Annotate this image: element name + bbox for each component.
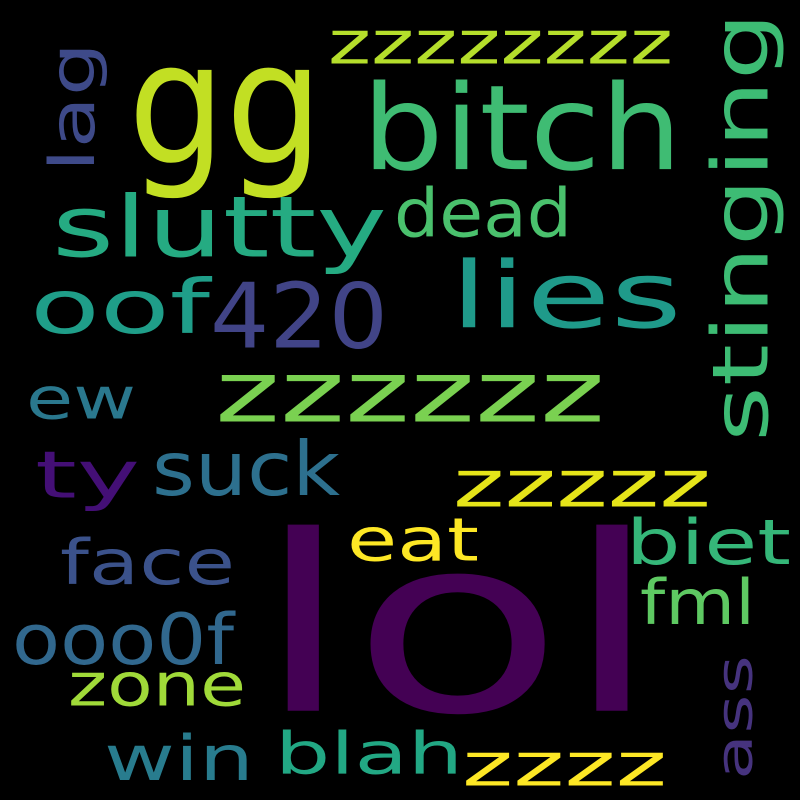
word-zzzzz: zzzzz bbox=[453, 446, 711, 523]
word-face: face bbox=[60, 526, 235, 599]
word-gg: gg bbox=[128, 4, 323, 204]
word-zzzzzz: zzzzzz bbox=[215, 342, 605, 442]
word-blah: blah bbox=[275, 719, 463, 788]
word-lies: lies bbox=[450, 241, 682, 350]
word-biet: biet bbox=[626, 506, 791, 579]
word-oooof: ooo0f bbox=[12, 598, 234, 681]
word-fml: fml bbox=[640, 566, 755, 639]
word-suck: suck bbox=[152, 425, 340, 513]
word-bitch: bitch bbox=[362, 59, 682, 198]
word-eat: eat bbox=[347, 504, 479, 575]
word-ew: ew bbox=[26, 364, 136, 433]
word-420: 420 bbox=[210, 263, 388, 370]
word-lag: lag bbox=[36, 42, 109, 173]
word-ty: ty bbox=[35, 437, 140, 514]
word-zzzz: zzzz bbox=[462, 729, 667, 800]
word-stinging: stinging bbox=[694, 11, 787, 442]
word-dead: dead bbox=[394, 173, 572, 253]
word-win: win bbox=[104, 722, 254, 795]
word-ass: ass bbox=[705, 655, 765, 780]
word-zzzzzzzz: zzzzzzzz bbox=[328, 7, 673, 78]
word-slutty: slutty bbox=[52, 177, 387, 277]
word-oof: oof bbox=[30, 263, 210, 351]
word-lol: lol bbox=[255, 482, 660, 770]
word-zone: zone bbox=[68, 649, 246, 720]
